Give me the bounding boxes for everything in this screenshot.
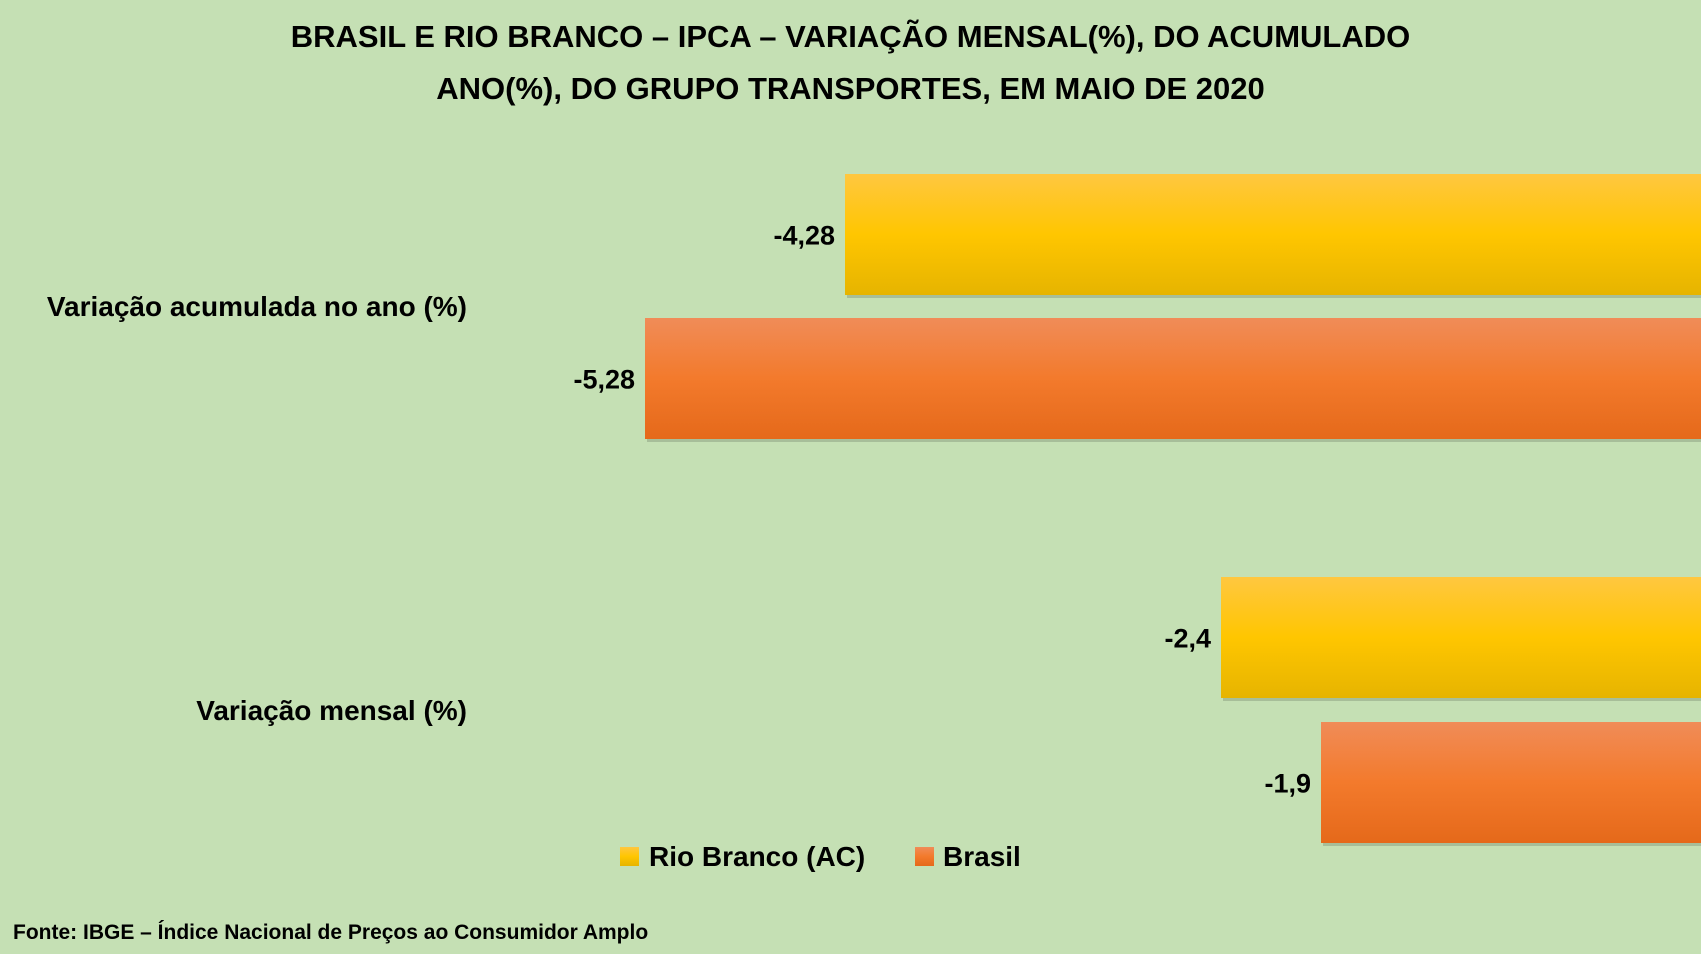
data-label: -5,28 [573,365,635,395]
bar-rio-branco [1221,577,1701,698]
data-label: -4,28 [773,221,835,251]
chart-title-line-2: ANO(%), DO GRUPO TRANSPORTES, EM MAIO DE… [436,71,1265,106]
bar-brasil [1321,722,1701,843]
bar-rio-branco [845,174,1701,295]
legend-swatch [620,847,639,866]
legend-swatch [915,847,934,866]
data-label: -1,9 [1264,769,1311,799]
source-note: Fonte: IBGE – Índice Nacional de Preços … [13,921,649,944]
data-label: -2,4 [1164,624,1211,654]
chart-title-line-1: BRASIL E RIO BRANCO – IPCA – VARIAÇÃO ME… [290,19,1411,54]
category-label: Variação acumulada no ano (%) [47,291,467,322]
legend-label: Brasil [943,841,1021,872]
legend-label: Rio Branco (AC) [649,841,865,872]
bar-brasil [645,318,1701,439]
category-label: Variação mensal (%) [196,695,467,726]
